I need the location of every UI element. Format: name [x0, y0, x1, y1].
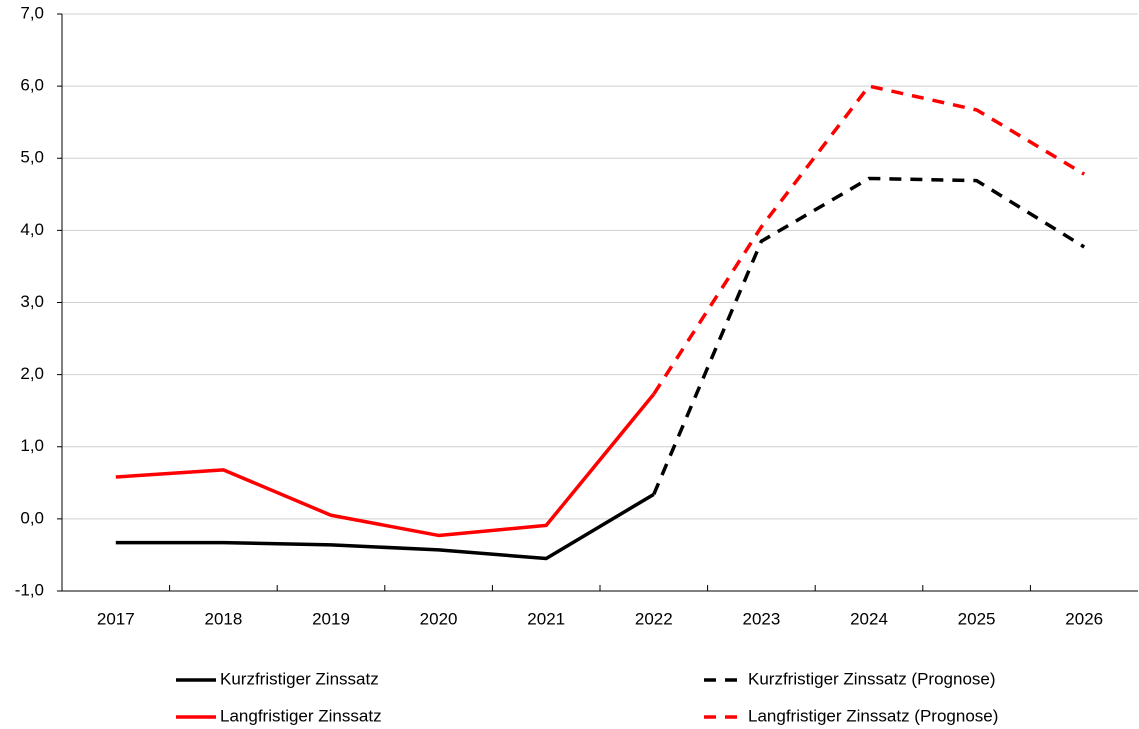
y-tick-label: 2,0	[20, 364, 44, 383]
x-tick-label: 2024	[850, 609, 888, 628]
legend-label: Kurzfristiger Zinssatz	[220, 669, 379, 688]
x-tick-label: 2018	[204, 609, 242, 628]
y-tick-label: 1,0	[20, 436, 44, 455]
y-tick-label: 7,0	[20, 3, 44, 22]
y-tick-label: -1,0	[15, 580, 44, 599]
x-tick-label: 2020	[420, 609, 458, 628]
x-tick-label: 2023	[742, 609, 780, 628]
legend-label: Langfristiger Zinssatz (Prognose)	[748, 706, 998, 725]
series-line	[652, 176, 1086, 496]
x-tick-label: 2026	[1065, 609, 1103, 628]
series-line	[652, 84, 1086, 396]
x-tick-label: 2022	[635, 609, 673, 628]
x-tick-label: 2025	[958, 609, 996, 628]
y-tick-label: 4,0	[20, 220, 44, 239]
legend-label: Langfristiger Zinssatz	[220, 706, 382, 725]
series-line	[115, 492, 655, 561]
x-tick-label: 2021	[527, 609, 565, 628]
x-tick-label: 2019	[312, 609, 350, 628]
series-line	[115, 392, 656, 538]
y-tick-label: 5,0	[20, 148, 44, 167]
y-tick-label: 3,0	[20, 292, 44, 311]
x-tick-label: 2017	[97, 609, 135, 628]
legend-label: Kurzfristiger Zinssatz (Prognose)	[748, 669, 996, 688]
y-tick-label: 0,0	[20, 508, 44, 527]
y-tick-label: 6,0	[20, 76, 44, 95]
